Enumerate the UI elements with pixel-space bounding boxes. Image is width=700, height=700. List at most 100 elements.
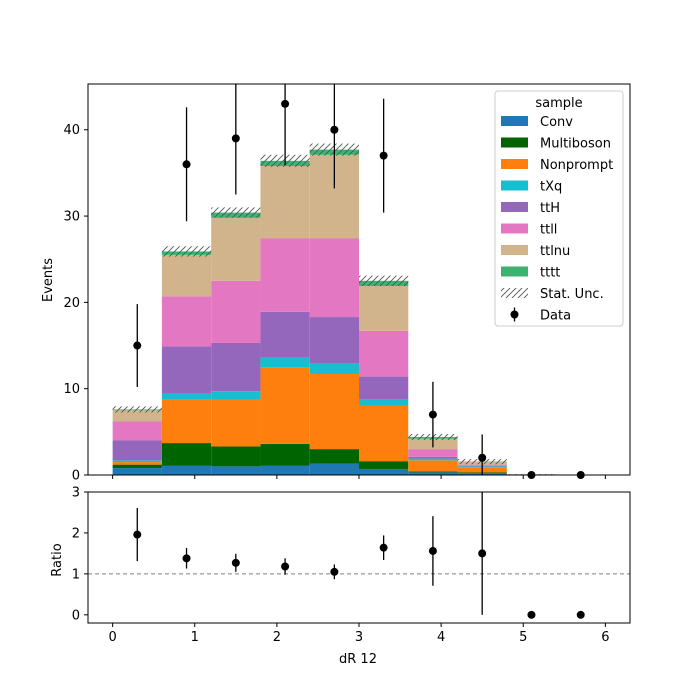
ratio-point-1 [182,554,191,563]
ratio-point-3 [281,562,290,571]
legend-label-tttt: tttt [540,266,560,281]
data-points [133,84,585,479]
legend-swatch-conv [501,116,528,126]
data-point-4 [330,125,339,134]
bar-tth-bin-2 [211,342,261,392]
data-point-3 [281,99,290,108]
main-y-ticks: 0 10 20 30 40 [63,123,88,484]
ratio-y-tick-label-3: 3 [72,486,80,501]
bar-conv-bin-1 [161,465,212,475]
legend-swatch-ttlnu [501,245,528,255]
bar-nonprompt-bin-3 [260,367,310,444]
legend-label-ttll: ttll [540,223,557,238]
bar-multiboson-bin-1 [161,443,212,466]
data-point-1 [182,160,191,169]
ratio-point-2 [231,558,240,567]
bar-ttll-bin-4 [309,238,359,318]
ratio-point-9 [576,610,585,619]
ratio-point-0 [133,530,142,539]
ratio-axes-frame [87,491,631,624]
bar-txq-bin-5 [359,399,409,406]
legend-swatch-stat-unc [501,288,528,298]
data-point-6 [428,410,437,419]
ratio-x-tick-label-5: 5 [519,630,527,645]
bar-ttll-bin-2 [211,280,261,343]
data-point-5 [379,151,388,160]
bar-nonprompt-bin-2 [211,399,261,447]
bar-txq-bin-0 [112,460,162,463]
legend-swatch-txq [501,180,528,191]
bar-tth-bin-5 [359,376,409,400]
main-y-tick-label-10: 10 [63,382,80,397]
ratio-point-5 [379,543,388,552]
legend-label-data: Data [540,309,571,324]
data-point-7 [478,453,487,462]
ratio-y-tick-label-0: 0 [72,608,80,623]
ratio-y-ticks: 0 1 2 3 [72,486,88,623]
legend-label-stat-unc: Stat. Unc. [540,287,604,302]
legend-swatch-tttt [501,266,528,277]
main-y-tick-label-20: 20 [63,296,80,311]
main-y-tick-label-30: 30 [63,210,80,225]
bar-multiboson-bin-0 [112,464,162,469]
ratio-y-tick-label-1: 1 [72,567,80,582]
legend-label-conv: Conv [540,115,573,130]
bar-txq-bin-6 [408,458,458,461]
bar-tth-bin-4 [309,317,359,364]
ratio-y-tick-label-2: 2 [72,526,80,541]
ratio-plot: 0 1 2 3 4 5 6 0 1 2 3 Ratio dR 12 [50,486,631,667]
bar-tth-bin-6 [408,456,458,459]
bar-ttll-bin-3 [260,238,310,312]
bar-multiboson-bin-5 [359,461,409,469]
main-x-ticks [112,475,606,479]
bar-tth-bin-0 [112,440,162,461]
legend-label-ttlnu: ttlnu [540,244,570,259]
bar-nonprompt-bin-1 [161,399,212,444]
ratio-points [133,492,585,619]
ratio-x-tick-label-0: 0 [108,630,116,645]
bar-txq-bin-4 [309,363,359,375]
bar-multiboson-bin-3 [260,443,310,466]
bar-ttlnu-bin-2 [211,217,261,281]
legend: sample Conv Multiboson Nonprompt tXq ttH ttll… [494,90,624,327]
legend-swatch-tth [501,202,528,212]
ratio-point-4 [330,567,339,576]
bar-conv-bin-0 [112,468,162,475]
legend-label-nonprompt: Nonprompt [540,158,613,173]
bar-ttlnu-bin-3 [260,165,310,239]
legend-label-tth: ttH [540,201,560,216]
data-point-0 [133,341,142,350]
bar-ttll-bin-1 [161,296,212,347]
ratio-y-axis-label: Ratio [50,543,65,576]
bar-conv-bin-2 [211,466,261,475]
legend-swatch-nonprompt [501,159,528,169]
stat-unc-band-bin-2 [211,207,261,218]
bar-multiboson-bin-4 [309,449,359,464]
ratio-point-6 [428,546,437,555]
x-axis-label: dR 12 [339,652,377,667]
legend-items: Conv Multiboson Nonprompt tXq ttH ttll ttlnu tt… [501,115,613,324]
ratio-x-tick-label-6: 6 [601,630,609,645]
legend-title: sample [535,96,582,111]
legend-swatch-ttll [501,223,528,234]
bar-conv-bin-3 [260,465,310,475]
legend-swatch-multiboson [501,137,528,148]
ratio-x-tick-label-4: 4 [437,630,445,645]
stacked-histogram [112,149,557,475]
bar-tth-bin-1 [161,346,212,394]
bar-ttll-bin-6 [408,449,458,457]
stat-unc-band-bin-5 [359,275,409,286]
bar-tth-bin-3 [260,311,310,358]
ratio-x-ticks: 0 1 2 3 4 5 6 [108,623,610,645]
bar-ttll-bin-0 [112,421,162,441]
bar-conv-bin-5 [359,468,409,475]
bar-nonprompt-bin-4 [309,374,359,450]
bar-nonprompt-bin-0 [112,462,162,465]
stat-unc-band-bin-0 [112,406,162,413]
bar-ttll-bin-5 [359,330,409,377]
bar-multiboson-bin-2 [211,446,261,467]
main-plot: 0 10 20 30 40 Events [41,83,631,484]
data-point-2 [231,134,240,143]
legend-label-multiboson: Multiboson [540,137,611,152]
